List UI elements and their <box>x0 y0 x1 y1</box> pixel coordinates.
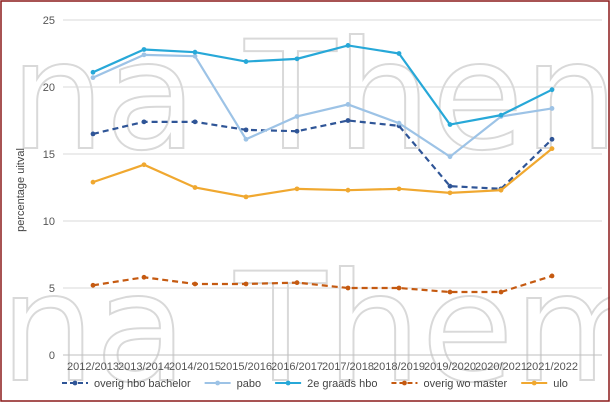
data-point <box>447 122 453 127</box>
y-tick-label: 0 <box>49 350 55 362</box>
y-tick-label: 20 <box>43 82 55 94</box>
data-point <box>90 69 96 75</box>
legend-item: ulo <box>521 378 568 390</box>
legend-item: pabo <box>204 378 261 390</box>
legend-label: 2e graads hbo <box>307 378 377 390</box>
data-point <box>294 280 300 286</box>
data-point <box>294 114 300 119</box>
legend-marker <box>531 380 537 386</box>
data-point <box>90 282 96 288</box>
series-line <box>92 44 553 126</box>
data-point <box>90 131 96 137</box>
data-point <box>498 112 504 118</box>
legend-item: overig wo master <box>391 378 508 390</box>
legend-label: ulo <box>553 378 568 390</box>
data-point <box>90 75 96 81</box>
x-tick-label: 2017/2018 <box>322 361 374 373</box>
y-tick-label: 10 <box>43 216 55 228</box>
legend-marker <box>285 380 291 386</box>
series-line <box>92 119 553 190</box>
x-tick-label: 2016/2017 <box>271 361 323 373</box>
legend-label: pabo <box>237 378 261 390</box>
data-point <box>498 289 504 295</box>
data-point <box>141 119 147 125</box>
data-point <box>447 183 453 189</box>
data-point <box>192 185 198 190</box>
data-point <box>447 154 453 160</box>
data-point <box>345 118 351 123</box>
data-point <box>243 59 249 64</box>
legend-marker <box>215 380 221 386</box>
x-axis-ticks: 2012/2013 2013/2014 2014/2015 2015/2016 2016… <box>67 361 578 373</box>
watermark-line-1: na Then <box>10 10 610 184</box>
legend-label: overig hbo bachelor <box>94 378 191 390</box>
data-point <box>549 106 555 111</box>
x-tick-label: 2018/2019 <box>373 361 425 373</box>
legend-marker <box>72 380 78 386</box>
series-ulo <box>90 146 555 200</box>
y-axis-label: percentage uitval <box>15 148 27 232</box>
data-point <box>192 281 198 287</box>
data-series <box>90 43 555 295</box>
data-point <box>498 187 504 193</box>
data-point <box>141 52 147 58</box>
data-point <box>243 127 249 133</box>
data-point <box>243 281 249 287</box>
data-point <box>345 187 351 193</box>
x-tick-label: 2021/2022 <box>526 361 578 373</box>
data-point <box>294 128 300 134</box>
x-tick-label: 2015/2016 <box>220 361 272 373</box>
data-point <box>396 51 402 56</box>
watermark: na Then na Them <box>0 9 610 402</box>
data-point <box>90 179 96 185</box>
data-point <box>549 146 555 152</box>
series-line <box>92 147 553 198</box>
x-tick-label: 2013/2014 <box>118 361 170 373</box>
data-point <box>345 102 351 107</box>
data-point <box>294 186 300 192</box>
x-tick-label: 2014/2015 <box>169 361 221 373</box>
series-2e-graads-hbo <box>90 43 555 127</box>
watermark-line-2: na Them <box>0 242 610 402</box>
data-point <box>549 87 555 93</box>
data-point <box>549 136 555 142</box>
series-overig-wo-master <box>90 273 555 295</box>
data-point <box>447 190 453 196</box>
data-point <box>141 274 147 280</box>
y-tick-label: 15 <box>43 149 55 161</box>
gridlines <box>63 19 602 356</box>
series-line <box>92 274 553 294</box>
legend-marker <box>402 380 407 386</box>
data-point <box>396 285 402 291</box>
legend-item: overig hbo bachelor <box>62 378 191 390</box>
data-point <box>447 289 453 295</box>
data-point <box>243 194 249 200</box>
legend: overig hbo bachelor pabo 2e graads hbo over… <box>62 378 568 390</box>
data-point <box>243 136 249 142</box>
series-pabo <box>90 52 555 160</box>
legend-item: 2e graads hbo <box>275 378 377 390</box>
data-point <box>396 120 402 126</box>
legend-label: overig wo master <box>423 378 507 390</box>
data-point <box>294 56 300 62</box>
data-point <box>345 43 351 48</box>
series-line <box>92 53 553 159</box>
y-axis-ticks: 0 5 10 15 20 25 <box>43 15 55 362</box>
y-tick-label: 25 <box>43 15 55 27</box>
y-tick-label: 5 <box>49 283 55 295</box>
data-point <box>192 119 198 125</box>
data-point <box>549 273 555 279</box>
data-point <box>345 285 351 291</box>
x-tick-label: 2019/2020 <box>424 361 476 373</box>
data-point <box>396 186 402 192</box>
x-tick-label: 2012/2013 <box>67 361 119 373</box>
data-point <box>141 47 147 52</box>
data-point <box>192 49 198 55</box>
x-tick-label: 2020/2021 <box>475 361 527 373</box>
data-point <box>192 53 198 59</box>
data-point <box>141 162 147 168</box>
